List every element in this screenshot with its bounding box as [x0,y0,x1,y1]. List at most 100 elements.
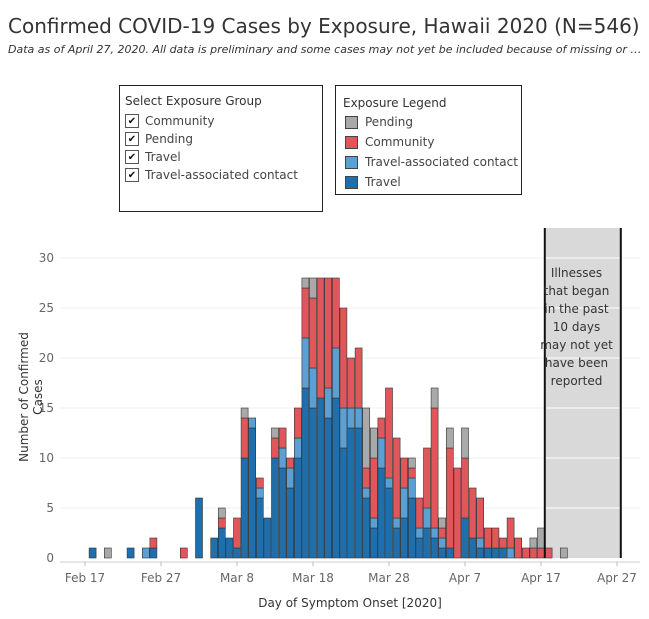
bar-segment [149,547,158,559]
exposure-legend: Exposure Legend Pending Community Travel… [335,85,522,195]
bar-segment [529,547,538,559]
bar-segment [400,457,409,489]
filter-item-label: Travel [145,150,181,164]
bar-segment [362,467,371,489]
x-tick-label: Apr 27 [597,571,637,585]
filter-item-travel-associated-contact[interactable]: ✔ Travel-associated contact [125,166,298,184]
legend-label: Travel-associated contact [365,155,518,169]
bar-segment [385,487,393,559]
filter-item-label: Community [145,114,215,128]
checkbox-checked-icon[interactable]: ✔ [125,150,139,164]
bar-segment [521,547,530,559]
chart-subtitle: Data as of April 27, 2020. All data is p… [8,43,644,56]
y-tick-label: 25 [39,301,54,315]
x-tick-labels: Feb 17 Feb 27 Mar 8 Mar 18 Mar 28 Apr 7 Apr 17… [65,562,637,585]
bar-segment [149,537,158,549]
bar-segment [400,517,409,559]
bar-segment [468,487,477,539]
bar-segment [430,387,439,409]
bar-segment [309,407,317,559]
bar-segment [362,407,371,469]
bar-segment [331,397,340,559]
bar-segment [392,437,401,519]
bar-segment [369,427,378,459]
legend-label: Community [365,135,435,149]
bar-segment [514,537,523,559]
bar-segment [362,497,371,559]
chart-title: Confirmed COVID-19 Cases by Exposure, Ha… [8,14,640,38]
bar-segment [430,527,439,539]
bar-segment [430,537,439,559]
legend-label: Travel [365,175,401,189]
bar-segment [461,457,469,519]
bar-segment [339,307,348,409]
bars [88,277,568,559]
bar-segment [377,467,386,559]
bar-segment [293,407,302,439]
bar-segment [255,487,264,499]
bar-segment [400,487,409,519]
bar-segment [476,497,485,539]
bar-segment [445,547,454,559]
bar-segment [218,527,226,559]
bar-segment [354,427,363,559]
checkbox-checked-icon[interactable]: ✔ [125,114,139,128]
bar-segment [255,497,264,559]
bar-segment [415,537,424,559]
x-tick-label: Mar 8 [220,571,254,585]
legend-swatch [345,115,358,129]
y-tick-label: 0 [46,551,54,565]
x-tick-label: Apr 17 [521,571,561,585]
bar-segment [278,427,287,449]
filter-item-label: Travel-associated contact [145,168,298,182]
bar-segment [286,487,295,559]
bar-segment [529,537,538,549]
bar-segment [392,527,401,559]
bar-segment [88,547,97,559]
bar-segment [407,457,416,469]
legend-item-travel: Travel [345,174,401,190]
bar-segment [347,407,355,429]
bar-segment [423,447,431,509]
shaded-region-note: Illnesses that began in the past 10 days… [540,266,613,388]
exposure-filter-panel: Select Exposure Group ✔ Community ✔ Pend… [119,85,323,212]
bar-segment [309,297,317,369]
bar-segment [461,517,469,559]
bar-segment [476,537,485,549]
bar-segment [438,517,447,529]
bar-segment [104,547,112,559]
bar-segment [499,547,507,559]
bar-segment [559,547,568,559]
bar-segment [218,517,226,529]
bar-segment [271,427,279,439]
checkbox-checked-icon[interactable]: ✔ [125,132,139,146]
bar-segment [407,497,416,559]
bar-segment [195,497,203,559]
legend-swatch [345,175,358,189]
bar-segment [423,507,431,529]
bar-segment [233,517,241,549]
filter-item-label: Pending [145,132,193,146]
bar-segment [483,547,492,559]
bar-segment [468,537,477,559]
bar-segment [240,457,249,559]
bar-segment [362,487,371,499]
bar-segment [293,437,302,459]
legend-title: Exposure Legend [343,96,447,110]
filter-item-pending[interactable]: ✔ Pending [125,130,193,148]
bar-segment [354,407,363,429]
bar-segment [278,467,287,559]
x-tick-label: Apr 7 [449,571,481,585]
bar-segment [544,547,553,559]
filter-item-community[interactable]: ✔ Community [125,112,214,130]
bar-segment [309,367,317,409]
checkbox-checked-icon[interactable]: ✔ [125,168,139,182]
x-tick-label: Feb 27 [141,571,181,585]
bar-segment [248,427,256,559]
bar-segment [453,467,462,559]
bar-segment [369,517,378,529]
legend-label: Pending [365,115,413,129]
y-tick-label: 5 [46,501,54,515]
filter-item-travel[interactable]: ✔ Travel [125,148,181,166]
bar-segment [210,537,218,559]
